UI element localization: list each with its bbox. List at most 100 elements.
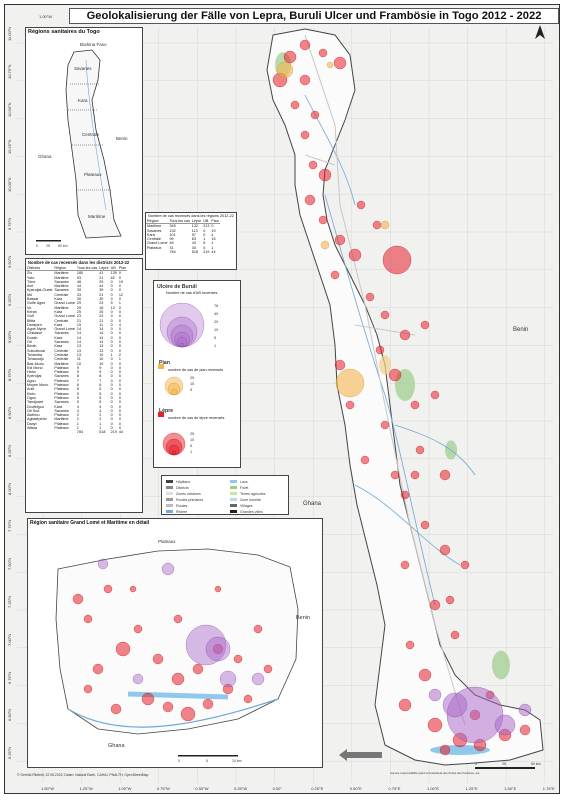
table-cell: 14 bbox=[76, 331, 82, 336]
legend-lepre-circle bbox=[171, 450, 177, 456]
table-cell: 9 bbox=[99, 365, 102, 370]
table-cell: 219 bbox=[110, 430, 117, 435]
table-cell: 5 bbox=[203, 241, 206, 246]
table-cell: Grand Lomé bbox=[54, 327, 75, 332]
inset-scale-label: 0 bbox=[36, 244, 38, 248]
symbol-legend-label: Hôpitaux bbox=[176, 480, 190, 484]
lat-label: 6.75°N bbox=[7, 671, 12, 684]
detail-lepra-point bbox=[103, 584, 113, 594]
lepra-case-point bbox=[308, 160, 318, 170]
symbol-swatch bbox=[166, 504, 173, 507]
table-cell: 4 bbox=[99, 404, 102, 409]
table-cell: Maritime bbox=[54, 275, 69, 280]
table-cell: Maritime bbox=[54, 361, 69, 366]
symbol-legend-label: Routes bbox=[176, 504, 188, 508]
legend-buruli-value: 20 bbox=[214, 320, 218, 324]
table-cell: Centrale bbox=[54, 357, 69, 362]
lat-label: 10.75°N bbox=[7, 64, 12, 79]
lepra-case-point bbox=[399, 329, 411, 341]
table-cell: 6 bbox=[76, 383, 79, 388]
table-cell: 0 bbox=[203, 245, 206, 250]
table-cell: 0 bbox=[118, 383, 121, 388]
table-cell: 0 bbox=[118, 305, 121, 310]
table-cell: Golfe Agoe bbox=[27, 301, 46, 306]
detail-lepra-point bbox=[173, 614, 183, 624]
detail-lepra-point bbox=[152, 653, 164, 665]
table-row: Mô Centrale 33 21 0 12 bbox=[26, 293, 127, 297]
symbol-legend-panel: Hôpitaux Districts Zones urbaines Routes pr… bbox=[161, 475, 289, 515]
detail-buruli-point bbox=[251, 672, 265, 686]
table-cell: Savanes bbox=[54, 288, 69, 293]
table-cell: Moyen Mono bbox=[27, 383, 49, 388]
map-title: Geolokalisierung der Fälle von Lepra, Bu… bbox=[69, 8, 559, 24]
table-cell bbox=[26, 430, 53, 434]
country-label-benin: Benin bbox=[513, 327, 528, 333]
table-cell: 0 bbox=[118, 387, 121, 392]
lepra-case-point bbox=[290, 100, 300, 110]
table-cell: 5 bbox=[76, 395, 79, 400]
table-cell: Oti bbox=[27, 340, 32, 345]
lepra-case-point bbox=[400, 560, 410, 570]
table-cell: Oti Sud bbox=[27, 408, 40, 413]
table-cell: 7 bbox=[76, 378, 79, 383]
inset-region-label: Kara bbox=[78, 98, 88, 103]
table-cell: 21 bbox=[99, 292, 104, 297]
north-arrow-icon bbox=[535, 25, 545, 39]
table-row: Agoè-Nyivé Grand Lomé 14 14 0 0 bbox=[26, 327, 127, 331]
table-cell: 97 bbox=[191, 232, 196, 237]
table-cell: Tchamba bbox=[27, 352, 42, 357]
table-header: Lèpre bbox=[190, 219, 203, 225]
table-cell: 0 bbox=[110, 340, 113, 345]
table-cell: 1 bbox=[211, 241, 214, 246]
symbol-legend-label: Grandes villes bbox=[240, 510, 263, 514]
table-cell: 5 bbox=[99, 395, 102, 400]
table-cell: 0 bbox=[110, 365, 113, 370]
table-cell: 101 bbox=[169, 232, 176, 237]
symbol-legend-label: Forêt bbox=[240, 486, 248, 490]
table-cell: 0 bbox=[110, 348, 113, 353]
table-row: Kozah Kara 14 14 0 0 bbox=[26, 336, 127, 340]
graticule bbox=[17, 27, 553, 783]
table-row: 784 518 219 44 bbox=[26, 430, 127, 434]
table-cell: 0 bbox=[110, 322, 113, 327]
table-cell: Plateaux bbox=[54, 395, 69, 400]
table-cell: 0 bbox=[110, 361, 113, 366]
table-cell: 5 bbox=[99, 391, 102, 396]
table-cell: Grand Lomé bbox=[54, 314, 75, 319]
table-cell: 0 bbox=[110, 344, 113, 349]
legend-pian-title: Pian bbox=[159, 360, 170, 366]
table-cell: 1 bbox=[99, 425, 102, 430]
table-cell: Plateaux bbox=[54, 365, 69, 370]
detail-lepra-point bbox=[253, 624, 263, 634]
legend-lepre-swatch bbox=[158, 412, 164, 417]
legend-lepre-desc: nombre de cas de lèpre recensés bbox=[168, 416, 225, 420]
table-cell: 39 bbox=[99, 288, 104, 293]
detail-lepra-point bbox=[110, 703, 122, 715]
table-cell: 0 bbox=[110, 408, 113, 413]
table-cell: Est Mono bbox=[27, 365, 43, 370]
main-scale-label: 50 km bbox=[531, 762, 541, 766]
lon-label: 0.50°W bbox=[195, 786, 209, 791]
table-cell: 9 bbox=[99, 370, 102, 375]
table-cell: 0 bbox=[110, 417, 113, 422]
district-table-title: Nombre de cas recensés dans les district… bbox=[28, 260, 130, 265]
table-cell: 5 bbox=[76, 400, 79, 405]
table-cell: 5 bbox=[110, 301, 113, 306]
table-cell: 0 bbox=[203, 232, 206, 237]
table-cell: 0 bbox=[110, 383, 113, 388]
table-cell: Centrale bbox=[147, 237, 161, 242]
table-cell: Grand Lomé bbox=[54, 301, 75, 306]
table-cell: 9 bbox=[76, 365, 79, 370]
table-cell: Maritime bbox=[54, 417, 69, 422]
table-cell: 0 bbox=[110, 395, 113, 400]
table-cell: 132 bbox=[191, 224, 198, 229]
table-cell: 518 bbox=[99, 430, 106, 435]
map-frame: Benin Ghana 0 25 50 km Régions sanitaires du… bbox=[4, 4, 560, 794]
inset-region-label: Burkina Faso bbox=[80, 42, 107, 47]
lon-label: 1.50°E bbox=[504, 786, 517, 791]
table-cell: 99 bbox=[169, 237, 174, 242]
symbol-swatch bbox=[230, 504, 237, 507]
lepra-case-point bbox=[304, 194, 316, 206]
lon-label: 1.00°W bbox=[118, 786, 132, 791]
legend-buruli-value: 10 bbox=[214, 328, 218, 332]
